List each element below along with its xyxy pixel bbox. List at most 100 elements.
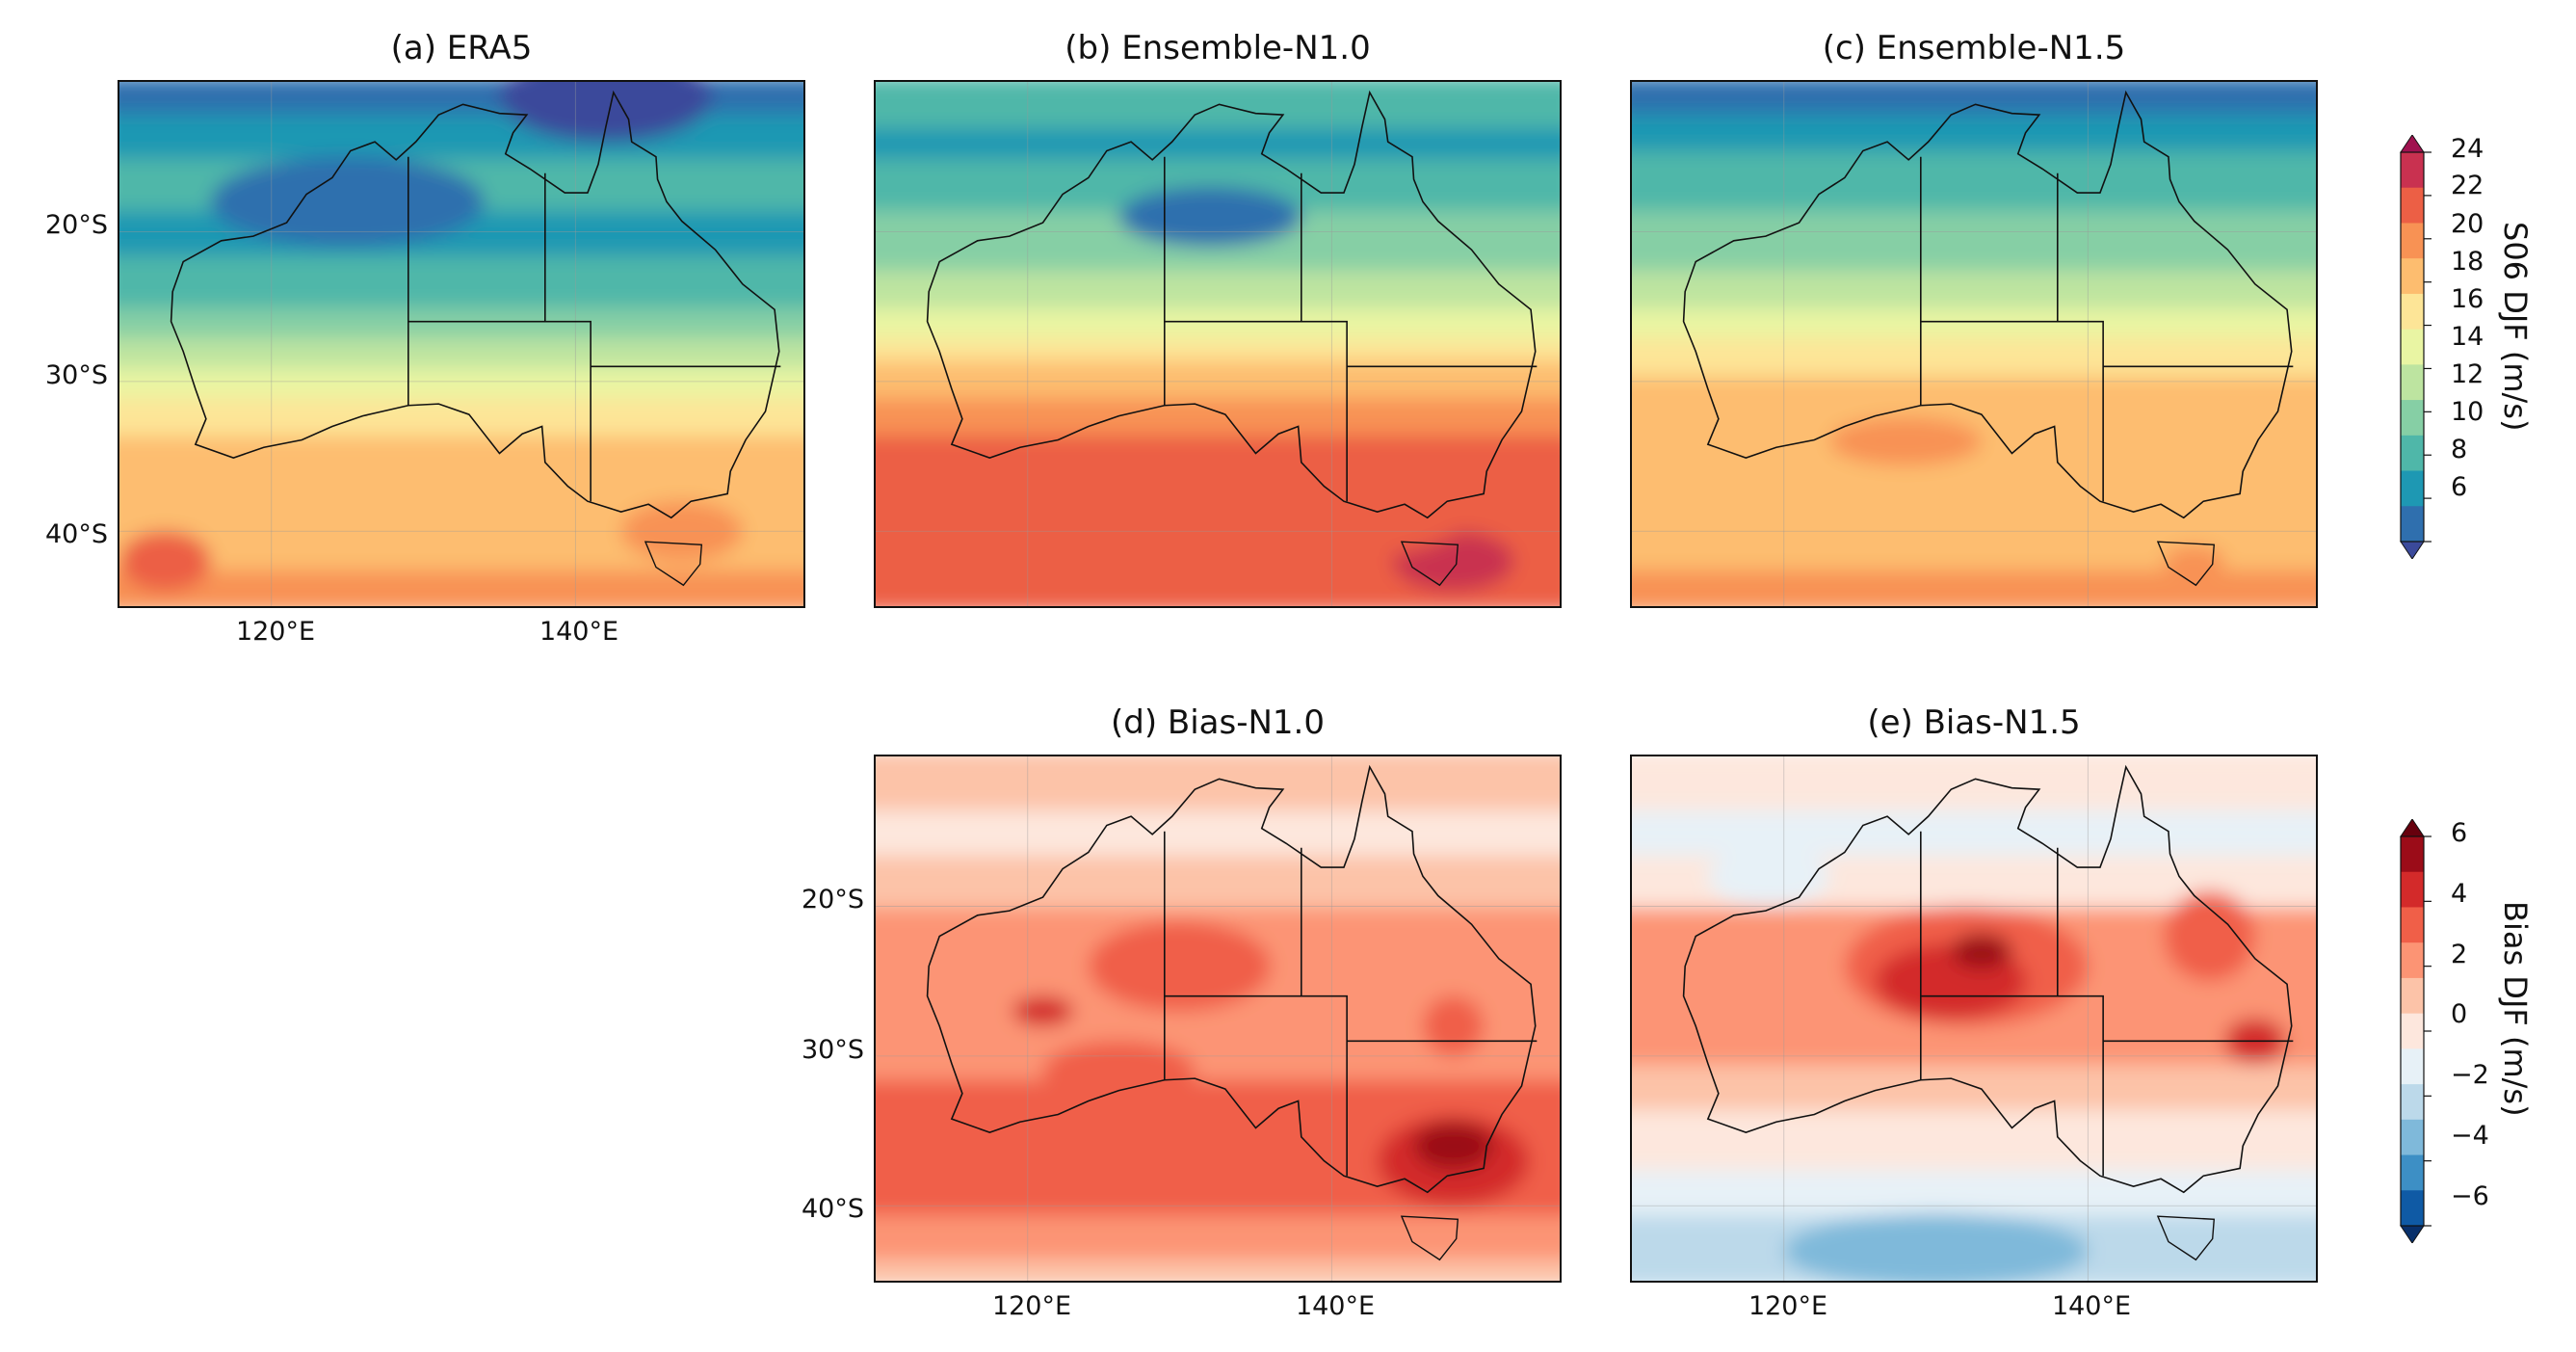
map-panel-d: [874, 755, 1562, 1283]
colorbar-segment: [2401, 364, 2424, 401]
map-panel-e: [1630, 755, 2318, 1283]
colorbar-bias-label: Bias DJF (m/s): [2497, 901, 2534, 1117]
lat-tick-a-40: 40°S: [45, 519, 108, 549]
map-a: [119, 82, 803, 606]
map-e: [1632, 756, 2316, 1281]
contour-blob: [1042, 1041, 1196, 1101]
colorbar-segment: [2401, 293, 2424, 331]
coastline-tasmania: [2156, 1215, 2216, 1261]
panel-title-c: (c) Ensemble-N1.5: [1822, 29, 2126, 67]
contour-blob: [1783, 1213, 2089, 1281]
contour-blob: [1012, 995, 1074, 1026]
lat-tick-d-30: 30°S: [802, 1035, 864, 1065]
contour-band: [1632, 150, 2316, 223]
cb-speed-tick-16: 16: [2451, 284, 2484, 314]
lon-tick-a-140: 140°E: [539, 617, 619, 647]
coastline-tasmania: [1400, 541, 1459, 587]
coastline: [926, 764, 1537, 1194]
colorbar-frame: [2400, 151, 2425, 543]
cb-speed-tick-18: 18: [2451, 247, 2484, 277]
colorbar-segment: [2401, 400, 2424, 437]
cb-bias-tick-2: 2: [2451, 940, 2468, 969]
colorbar-segment: [2401, 942, 2424, 979]
cb-speed-tick-6: 6: [2451, 472, 2468, 502]
colorbar-segment: [2401, 1084, 2424, 1121]
cb-speed-tick-22: 22: [2451, 171, 2484, 200]
cb-bias-tick-6: 6: [2451, 818, 2468, 848]
contour-blob: [1829, 417, 1982, 465]
contour-blob: [1164, 471, 1469, 562]
colorbar-speed-bar: [2400, 135, 2431, 559]
colorbar-segment: [2401, 871, 2424, 909]
coastline-tasmania: [644, 541, 703, 587]
field-layer: [876, 756, 1560, 1281]
lon-tick-d-120: 120°E: [991, 1291, 1072, 1321]
state-border: [2057, 847, 2104, 1177]
contour-band: [876, 1259, 1560, 1281]
cb-bias-tick-m2: −2: [2451, 1060, 2489, 1090]
colorbar-speed-label: S06 DJF (m/s): [2497, 222, 2534, 432]
map-panel-a: [118, 80, 805, 608]
cb-bias-tick-4: 4: [2451, 879, 2468, 909]
contour-blob: [2164, 890, 2255, 982]
colorbar-segment: [2401, 470, 2424, 507]
contour-band: [1632, 210, 2316, 283]
field-layer: [1632, 756, 2316, 1281]
state-border: [2057, 172, 2104, 502]
colorbar-speed: 24 22 20 18 16 14 12 10 8 6 S06 DJF (m/s…: [2379, 135, 2572, 559]
lon-tick-a-120: 120°E: [235, 617, 316, 647]
colorbar-segment: [2401, 1013, 2424, 1049]
lat-tick-a-30: 30°S: [45, 360, 108, 390]
lon-tick-e-140: 140°E: [2051, 1291, 2132, 1321]
lon-tick-d-140: 140°E: [1295, 1291, 1376, 1321]
contour-blob: [1951, 933, 2012, 969]
colorbar-segment: [2401, 907, 2424, 943]
colorbar-segment: [2401, 152, 2424, 189]
panel-title-a: (a) ERA5: [390, 29, 533, 67]
lat-tick-d-40: 40°S: [802, 1194, 864, 1224]
lon-tick-e-120: 120°E: [1748, 1291, 1828, 1321]
colorbar-tip-bottom: [2400, 1225, 2425, 1243]
colorbar-segment: [2401, 836, 2424, 873]
field-layer: [119, 82, 803, 606]
coastline: [926, 90, 1537, 519]
contour-blob: [1413, 1122, 1493, 1170]
map-c: [1632, 82, 2316, 606]
coastline: [170, 90, 780, 519]
colorbar-tip-top: [2400, 819, 2425, 837]
colorbar-segment: [2401, 223, 2424, 259]
cb-bias-tick-m6: −6: [2451, 1181, 2489, 1211]
lat-tick-a-20: 20°S: [45, 210, 108, 240]
state-border: [544, 172, 591, 502]
contour-blob: [1707, 846, 1830, 907]
colorbar-segment: [2401, 187, 2424, 225]
coastline: [1682, 90, 2293, 519]
contour-blob: [1118, 186, 1301, 247]
cb-speed-tick-8: 8: [2451, 435, 2468, 464]
colorbar-segment: [2401, 329, 2424, 365]
contour-blob: [499, 82, 713, 143]
map-d: [876, 756, 1560, 1281]
colorbar-segment: [2401, 435, 2424, 472]
colorbar-bias-bar: [2400, 819, 2431, 1243]
colorbar-tip-top: [2400, 135, 2425, 153]
cb-speed-tick-14: 14: [2451, 322, 2484, 352]
colorbar-bias: 6 4 2 0 −2 −4 −6 Bias DJF (m/s): [2379, 819, 2572, 1243]
contour-band: [1632, 1110, 2316, 1182]
state-border: [1301, 847, 1348, 1177]
cb-speed-tick-12: 12: [2451, 359, 2484, 389]
coastline: [1682, 764, 2293, 1194]
lat-tick-d-20: 20°S: [802, 885, 864, 915]
contour-blob: [2164, 545, 2225, 576]
coastline-tasmania: [1400, 1215, 1459, 1261]
colorbar-segment: [2401, 1154, 2424, 1191]
contour-band: [119, 570, 803, 606]
panel-title-d: (d) Bias-N1.0: [1110, 703, 1325, 742]
contour-blob: [1423, 995, 1485, 1056]
colorbar-segment: [2401, 1119, 2424, 1156]
cb-speed-tick-20: 20: [2451, 209, 2484, 239]
map-panel-b: [874, 80, 1562, 608]
colorbar-segment: [2401, 1190, 2424, 1227]
panel-title-e: (e) Bias-N1.5: [1867, 703, 2081, 742]
map-panel-c: [1630, 80, 2318, 608]
